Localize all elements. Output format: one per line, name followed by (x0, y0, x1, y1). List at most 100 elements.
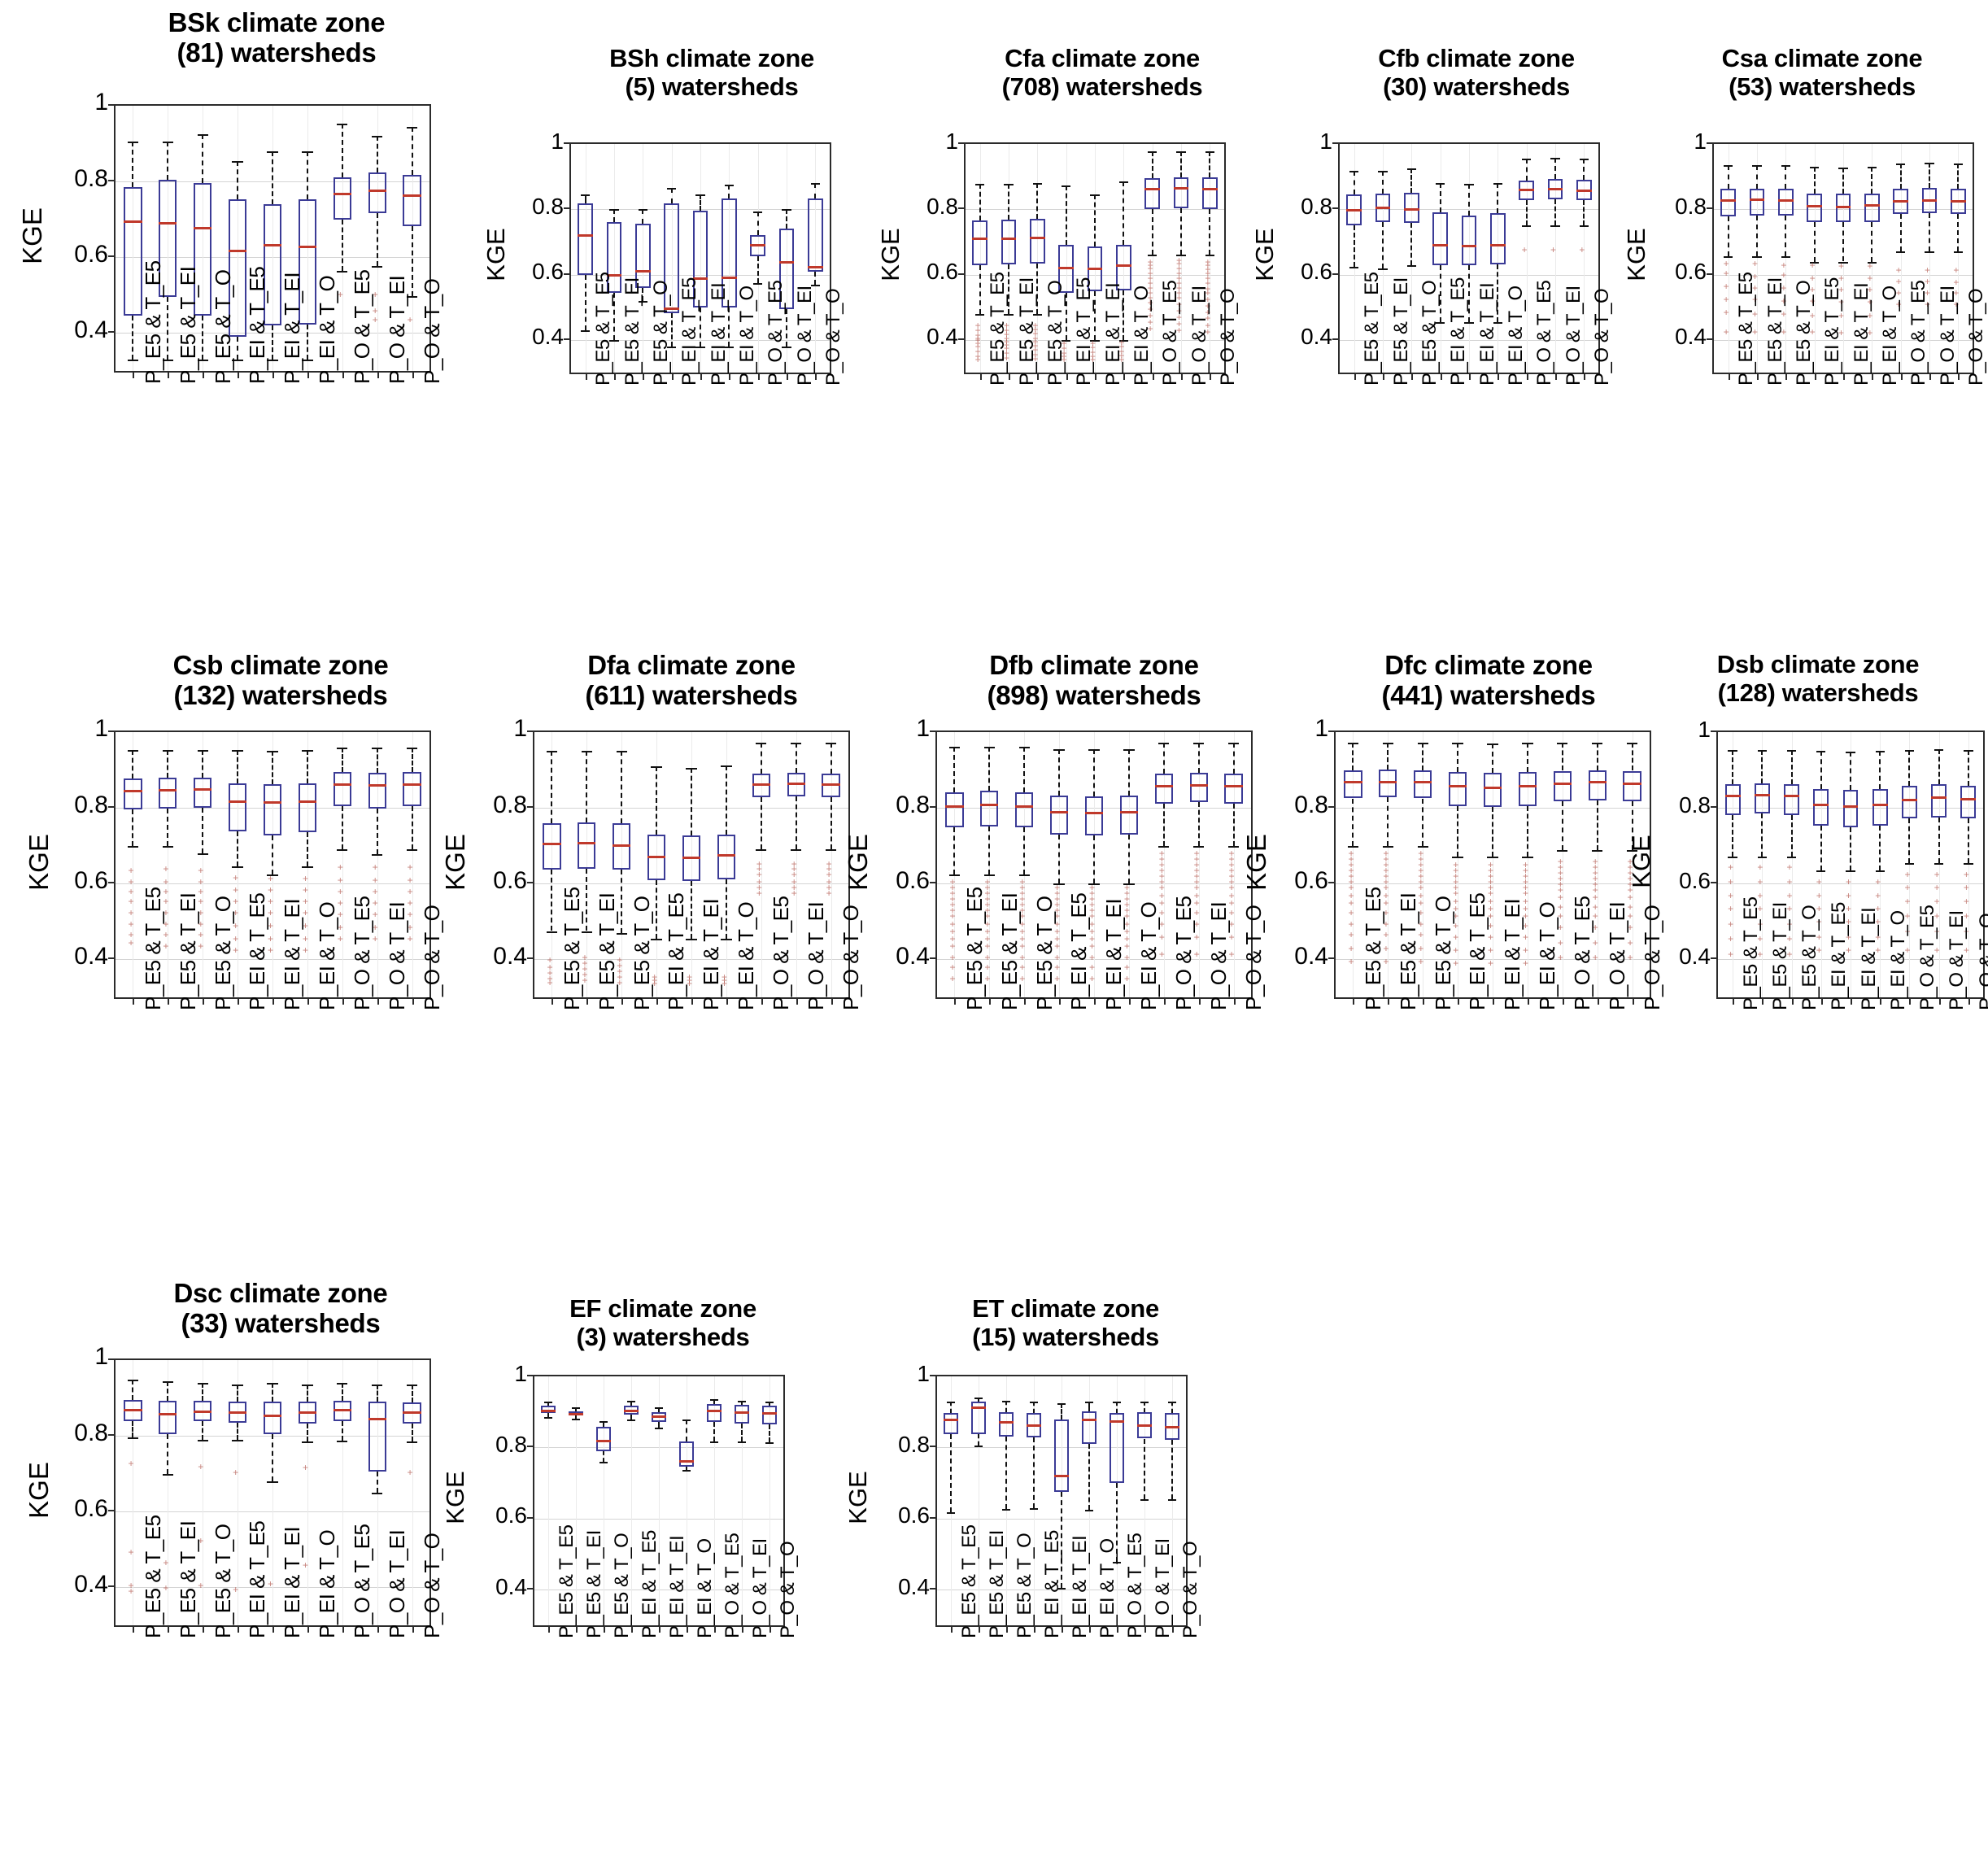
median-3 (1432, 244, 1448, 247)
plot-area-et (935, 1375, 1188, 1627)
outlier: + (1522, 919, 1529, 931)
whisker-cap-lower (1417, 845, 1428, 848)
outlier: + (1193, 853, 1200, 866)
outlier: + (1592, 861, 1598, 873)
median-6 (1154, 785, 1173, 788)
whisker-upper (376, 136, 378, 172)
whisker-upper (1526, 743, 1528, 772)
xtick-mark (272, 1625, 274, 1633)
ytick-label: 0.6 (1301, 259, 1332, 285)
outlier: + (1592, 872, 1598, 884)
panel-title-dfc: Dfc climate zone (441) watersheds (1381, 650, 1596, 710)
outlier: + (337, 896, 343, 909)
whisker-cap-upper (1953, 164, 1963, 166)
median-3 (1448, 785, 1467, 788)
box-4 (263, 204, 282, 326)
panel-title-csa: Csa climate zone (53) watersheds (1721, 44, 1923, 101)
median-4 (1087, 268, 1103, 271)
whisker-upper (202, 750, 204, 778)
outlier: + (1453, 944, 1459, 957)
outlier: + (1809, 259, 1816, 271)
outlier: + (1627, 872, 1633, 884)
outlier: + (1557, 901, 1563, 913)
whisker-cap-lower (232, 866, 243, 869)
xtick-mark (168, 1625, 170, 1633)
outlier: + (1118, 336, 1125, 348)
outlier: + (949, 925, 956, 937)
median-2 (1015, 805, 1034, 808)
whisker-cap-upper (626, 1400, 636, 1402)
outlier: + (1205, 255, 1211, 268)
box-1 (159, 1401, 177, 1434)
ytick-label: 0.6 (1675, 259, 1707, 285)
outlier: + (547, 962, 553, 974)
whisker-cap-upper (543, 1402, 553, 1404)
whisker-upper (713, 1399, 715, 1405)
outlier: + (1838, 326, 1845, 338)
outlier: + (1488, 865, 1494, 877)
whisker-cap-lower (1867, 261, 1877, 264)
whisker-cap-lower (162, 1473, 174, 1476)
xtick-mark (757, 373, 760, 380)
outlier: + (1488, 887, 1494, 900)
ytick-mark (108, 730, 116, 732)
plot-area-dfb: + + + + + + + + + + + + + + + + + + + + + + + + + + + + + + + + + + + + + + + +… (935, 730, 1253, 999)
whisker-cap-upper (654, 1407, 664, 1410)
box-2 (1030, 219, 1045, 264)
y-axis-label: KGE (441, 1471, 469, 1524)
outlier: + (1158, 876, 1165, 888)
outlier: + (1205, 306, 1211, 318)
whisker-cap-upper (1112, 1401, 1122, 1403)
whisker-cap-lower (638, 300, 647, 303)
median-0 (945, 805, 964, 808)
xtick-mark (614, 373, 616, 380)
outlier: + (1453, 957, 1459, 970)
outlier: + (1728, 918, 1734, 930)
outlier: + (1488, 870, 1494, 883)
xtick-label-5: P_EI & T_O (1136, 901, 1162, 1010)
xtick-label-2: P_E5 & T_O (1798, 905, 1821, 1010)
whisker-cap-upper (667, 188, 677, 190)
whisker-lower (1468, 265, 1470, 322)
whisker-lower (691, 880, 692, 939)
plot-area-ef (533, 1375, 785, 1627)
median-1 (1001, 238, 1017, 241)
whisker-upper (1785, 165, 1787, 190)
outlier: + (372, 922, 378, 934)
whisker-lower (1761, 813, 1763, 857)
whisker-lower (1583, 200, 1585, 225)
xtick-mark (1814, 373, 1816, 380)
box-6 (333, 177, 351, 220)
box-3 (664, 203, 679, 313)
xtick-mark (1469, 373, 1471, 380)
vgrid-6 (342, 1360, 343, 1625)
whisker-cap-upper (1925, 163, 1934, 165)
median-0 (1346, 209, 1362, 212)
outlier: + (1757, 933, 1763, 945)
outlier: + (337, 288, 343, 300)
whisker-upper (1761, 750, 1763, 783)
ytick-label: 0.4 (495, 1573, 527, 1599)
whisker-cap-upper (267, 751, 278, 753)
whisker-upper (1094, 194, 1096, 247)
outlier: + (1592, 910, 1598, 922)
median-3 (1049, 810, 1069, 813)
outlier: + (1627, 952, 1633, 964)
whisker-cap-upper (127, 750, 139, 752)
xtick-mark (586, 997, 589, 1005)
outlier: + (1228, 948, 1235, 960)
outlier: + (1557, 861, 1563, 873)
whisker-upper (979, 183, 981, 221)
ytick-label: 1 (94, 89, 108, 116)
outlier: + (1193, 906, 1200, 918)
xtick-label-0: P_E5 & T_E5 (961, 887, 987, 1010)
outlier: + (1228, 848, 1235, 860)
xtick-mark (1938, 997, 1941, 1005)
outlier: + (128, 906, 134, 918)
ytick-label: 0.8 (898, 1432, 930, 1458)
whisker-upper (691, 768, 692, 835)
whisker-lower (1116, 1483, 1118, 1563)
outlier: + (1904, 944, 1911, 957)
whisker-upper (1497, 183, 1499, 214)
whisker-cap-lower (682, 1469, 691, 1472)
